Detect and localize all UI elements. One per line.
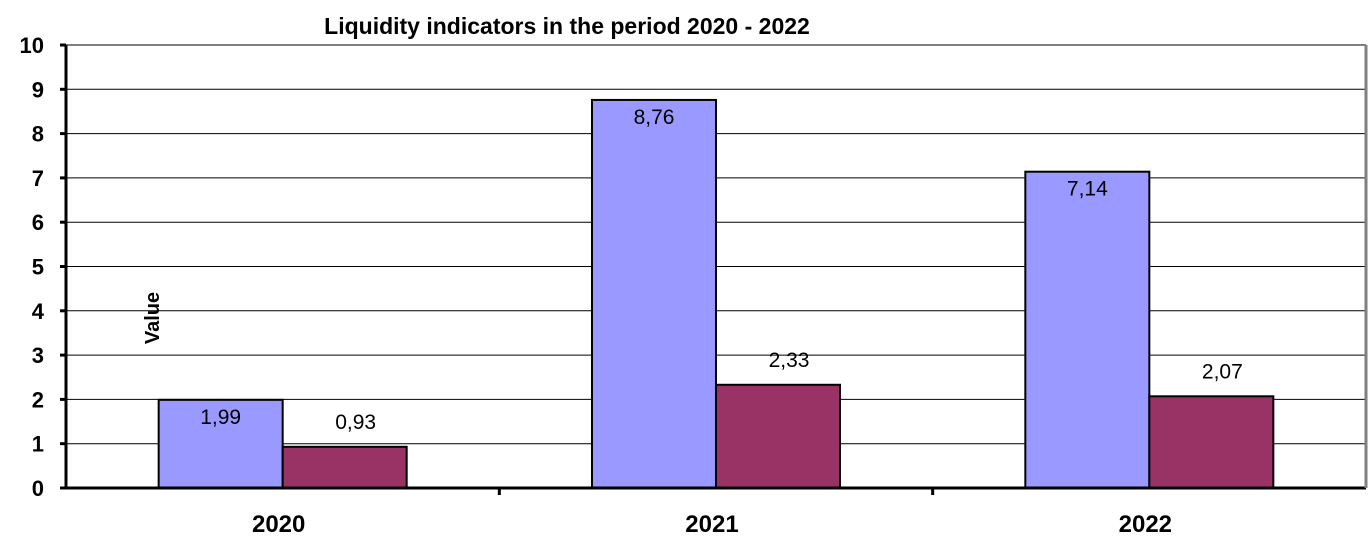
y-tick-label: 1 <box>32 432 44 457</box>
x-category-labels: 2020 2021 2022 <box>252 511 1172 536</box>
data-label: 7,14 <box>1067 178 1108 201</box>
y-tick-label: 4 <box>32 299 45 324</box>
y-tick-label: 5 <box>32 255 44 280</box>
y-tick-label: 3 <box>32 343 44 368</box>
bar <box>1148 395 1275 490</box>
bar <box>281 445 408 489</box>
data-labels: 1,99 0,93 8,76 2,33 7,14 2,07 <box>200 106 1243 434</box>
data-label: 1,99 <box>200 406 241 429</box>
bar <box>157 398 284 489</box>
x-category-label: 2022 <box>1119 511 1172 536</box>
data-label: 8,76 <box>634 106 675 129</box>
y-tick-label: 0 <box>32 476 44 501</box>
x-category-label: 2021 <box>685 511 738 536</box>
bar <box>715 383 841 490</box>
y-tick-label: 8 <box>32 122 44 147</box>
y-tick-label: 9 <box>32 77 44 102</box>
axes <box>60 43 1368 495</box>
x-category-label: 2020 <box>252 511 305 536</box>
data-label: 2,33 <box>769 349 810 372</box>
data-label: 0,93 <box>335 411 376 434</box>
y-tick-label: 2 <box>32 387 44 412</box>
y-tick-label: 10 <box>20 33 44 58</box>
bar <box>591 98 717 489</box>
y-tick-label: 7 <box>32 166 44 191</box>
data-label: 2,07 <box>1202 360 1243 383</box>
chart-title: Liquidity indicators in the period 2020 … <box>324 13 810 39</box>
y-tick-labels: 0 1 2 3 4 5 6 7 8 9 10 <box>20 33 45 501</box>
y-axis-label: Value <box>142 292 164 344</box>
y-tick-label: 6 <box>32 210 44 235</box>
bar <box>1024 170 1151 489</box>
bars <box>157 98 1275 490</box>
